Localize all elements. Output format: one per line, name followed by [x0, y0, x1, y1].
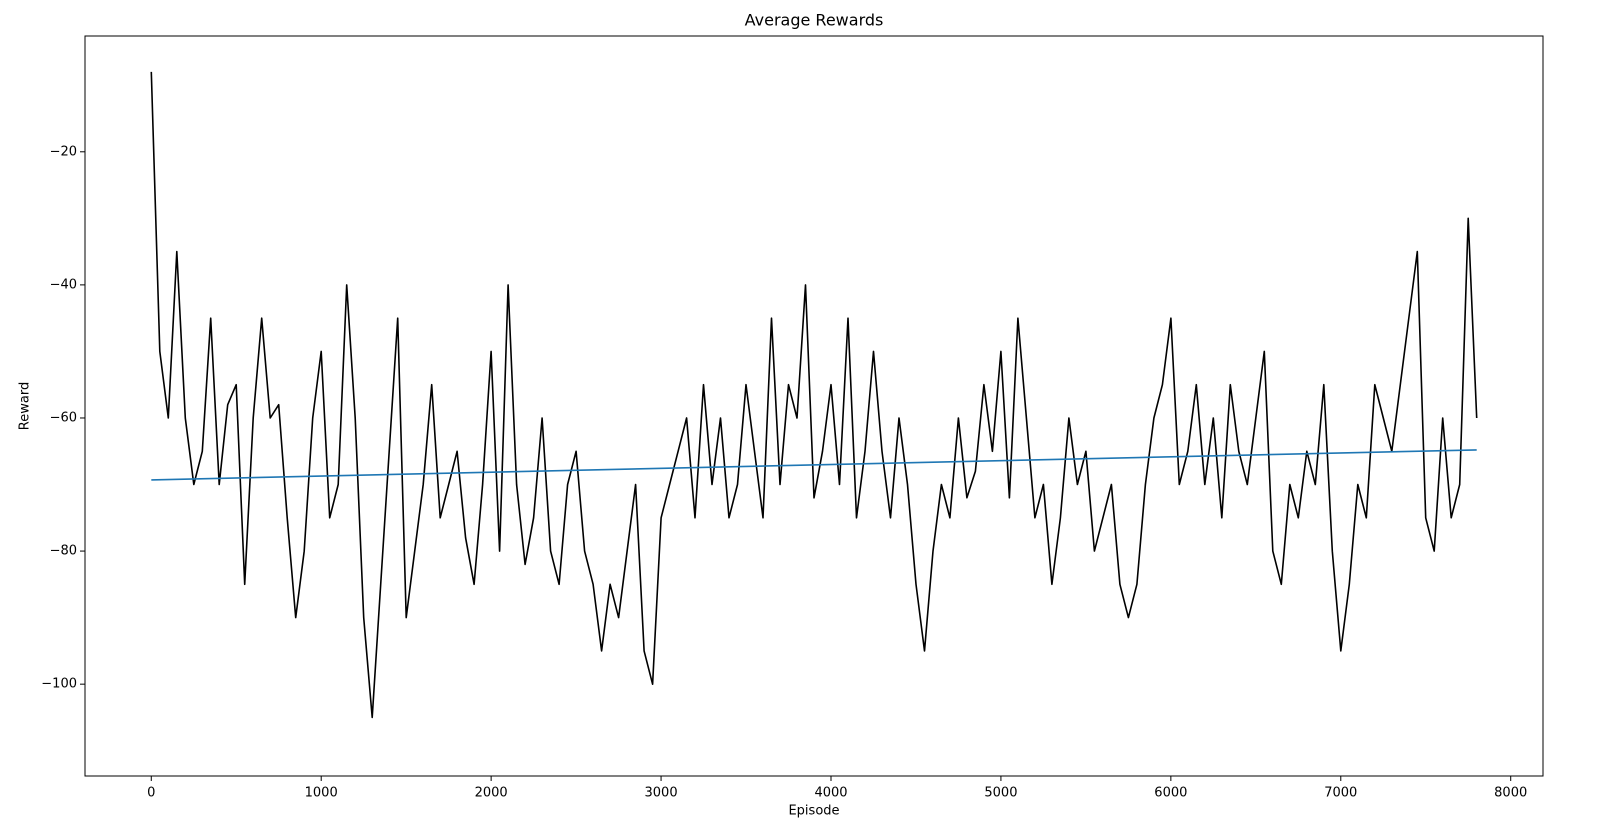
line-series: [151, 449, 1477, 481]
x-tick-label: 8000: [1494, 786, 1527, 801]
line-series: [150, 71, 1478, 719]
y-tick-label: −20: [50, 144, 77, 159]
y-tick-label: −100: [41, 677, 77, 692]
x-tick-label: 7000: [1324, 786, 1357, 801]
plot-frame: [84, 35, 1544, 777]
x-tick-label: 3000: [645, 786, 678, 801]
x-axis-label: Episode: [788, 804, 839, 819]
x-tick-label: 6000: [1154, 786, 1187, 801]
x-tick-label: 0: [147, 786, 155, 801]
y-tick-label: −40: [50, 277, 77, 292]
x-tick-label: 2000: [475, 786, 508, 801]
chart-title: Average Rewards: [745, 11, 884, 30]
y-tick-label: −60: [50, 410, 77, 425]
y-axis-label: Reward: [18, 382, 33, 430]
x-tick-label: 4000: [814, 786, 847, 801]
y-tick-label: −80: [50, 544, 77, 559]
x-tick-label: 5000: [984, 786, 1017, 801]
x-tick-label: 1000: [305, 786, 338, 801]
